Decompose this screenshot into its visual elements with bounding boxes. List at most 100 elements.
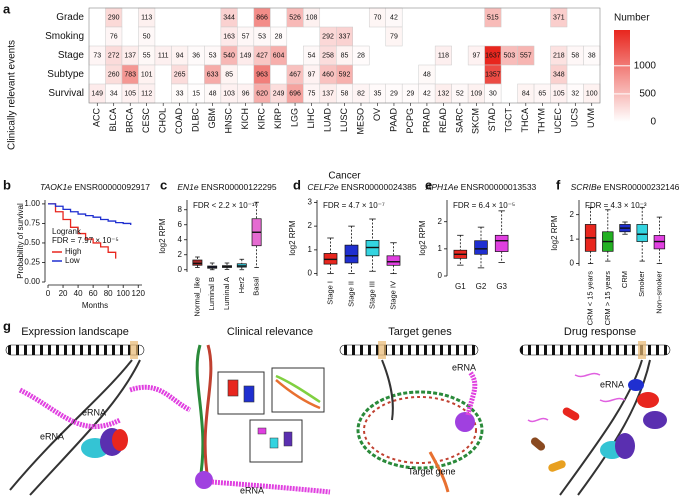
- y-tick-label: 0.50: [24, 238, 40, 247]
- panel-label: e: [425, 177, 432, 192]
- x-tick-label: 60: [89, 289, 98, 298]
- cell-label: 633: [207, 71, 219, 78]
- g-label: Target gene: [408, 466, 456, 476]
- inset: [217, 371, 265, 415]
- cell-label: 32: [571, 90, 579, 97]
- cell-label: 29: [390, 90, 398, 97]
- column-label: BLCA: [108, 108, 118, 132]
- cell-label: 258: [322, 52, 334, 59]
- cell-label: 76: [110, 33, 118, 40]
- column-label: KIRP: [273, 108, 283, 129]
- cell-label: 272: [108, 52, 120, 59]
- cell-label: 260: [108, 71, 120, 78]
- x-tick-label: Normal_like: [192, 277, 201, 317]
- erna: [465, 370, 478, 416]
- y-tick-label: 0.00: [24, 277, 40, 286]
- y-tick-label: 3: [308, 197, 313, 206]
- column-label: DLBC: [191, 108, 201, 133]
- cell-label: 53: [258, 33, 266, 40]
- annotation: FDR = 4.7 × 10⁻⁷: [323, 201, 385, 210]
- cell-label: 109: [471, 90, 483, 97]
- colorbar-title: Number: [614, 13, 650, 24]
- y-tick-label: 4: [178, 235, 183, 244]
- dna-loop: [363, 396, 477, 464]
- box: [344, 244, 359, 264]
- y-tick-label: 1: [570, 234, 575, 243]
- erna: [129, 384, 192, 413]
- highlight: [638, 341, 646, 359]
- cell-label: 344: [223, 14, 235, 21]
- column-label: TGCT: [504, 108, 514, 133]
- column-label: READ: [438, 108, 448, 134]
- cell-label: 35: [374, 90, 382, 97]
- y-tick-label: 1: [308, 245, 313, 254]
- cell-label: 53: [209, 52, 217, 59]
- annotation: FDR = 6.4 × 10⁻⁵: [453, 201, 515, 210]
- cell-label: 28: [275, 33, 283, 40]
- cell-label: 105: [553, 90, 565, 97]
- y-tick-label: 2: [438, 217, 443, 226]
- x-tick-label: Stage IV: [388, 281, 397, 310]
- cell-label: 111: [158, 52, 169, 59]
- y-axis-title: Probability of survival: [16, 203, 25, 279]
- cell-label: 55: [143, 52, 151, 59]
- cell-label: 1357: [485, 71, 501, 78]
- icon: [275, 379, 321, 410]
- region-id: ENSR00000013533: [461, 182, 537, 192]
- gene-name: TAOK1e: [40, 182, 72, 192]
- column-label: SKCM: [471, 108, 481, 134]
- y-axis-title: log2 RPM: [550, 215, 559, 250]
- plot-title: APH1Ae ENSR00000013533: [425, 182, 537, 192]
- x-tick-label: Luminal B: [207, 277, 216, 310]
- cell-label: 337: [339, 33, 351, 40]
- icon: [257, 427, 267, 435]
- cell-label: 515: [487, 14, 499, 21]
- cell-label: 467: [289, 71, 301, 78]
- panel-label: a: [3, 1, 11, 16]
- colorbar: [614, 30, 630, 122]
- column-label: UCEC: [553, 108, 563, 134]
- cell-label: 100: [586, 90, 598, 97]
- drug: [637, 392, 659, 408]
- cell-label: 371: [553, 14, 565, 21]
- column-label: SARC: [454, 108, 464, 134]
- annotation: Logrank: [52, 227, 82, 236]
- row-label: Grade: [56, 12, 84, 23]
- panel-label: c: [160, 177, 167, 192]
- cell-label: 42: [390, 14, 398, 21]
- dna: [203, 344, 213, 481]
- cell-label: 97: [308, 71, 316, 78]
- cell-label: 592: [339, 71, 351, 78]
- panel-label: b: [3, 177, 11, 192]
- protein: [455, 412, 475, 432]
- column-label: KICH: [240, 108, 250, 130]
- drug: [643, 411, 667, 429]
- column-label: KIRC: [256, 108, 266, 130]
- cell-label: 108: [306, 14, 318, 21]
- dna: [29, 359, 141, 496]
- column-label: STAD: [487, 108, 497, 132]
- g-title: Clinical relevance: [227, 326, 313, 338]
- heat-cell: [270, 45, 288, 66]
- x-tick-label: Non−smoker: [654, 271, 663, 314]
- cell-label: 292: [322, 33, 334, 40]
- pill: [548, 460, 566, 472]
- y-tick-label: 2: [570, 210, 575, 219]
- x-tick-label: G1: [455, 282, 466, 291]
- x-tick-label: Smoker: [637, 271, 646, 297]
- column-label: CESC: [141, 108, 151, 134]
- y-axis-title: Clinically relevant events: [7, 40, 18, 150]
- erna: [18, 387, 122, 430]
- panel-label: g: [3, 318, 11, 333]
- column-label: GBM: [207, 108, 217, 129]
- cell-label: 42: [423, 90, 431, 97]
- colorbar-tick-label: 1000: [634, 60, 657, 71]
- x-tick-label: Stage II: [346, 281, 355, 307]
- gene-name: APH1Ae: [425, 182, 459, 192]
- icon: [275, 374, 321, 404]
- x-tick-label: Stage III: [367, 281, 376, 309]
- cell-label: 218: [553, 52, 565, 59]
- dna: [195, 344, 205, 481]
- x-axis-title: Cancer: [328, 171, 361, 182]
- annotation: FDR = 7.97 × 10⁻⁵: [52, 236, 119, 245]
